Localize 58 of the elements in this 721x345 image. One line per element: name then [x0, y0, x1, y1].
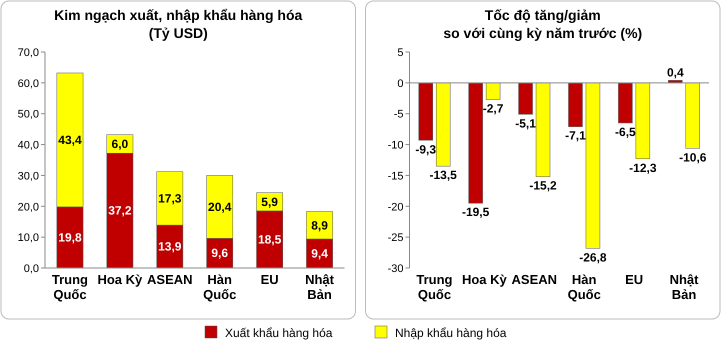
y-tick-label: -30	[388, 263, 404, 275]
y-tick-label: 10,0	[18, 232, 39, 244]
y-tick-label: -5	[394, 108, 404, 121]
y-tick-label: -25	[388, 232, 404, 244]
x-tick-label: Trung Quốc	[52, 272, 88, 302]
y-tick-label: 40,0	[18, 140, 39, 152]
data-label: 9,6	[211, 246, 228, 260]
data-label: -13,5	[430, 168, 458, 182]
chart-subtitle: so với cùng kỳ năm trước (%)	[443, 25, 642, 41]
chart-subtitle: (Tỷ USD)	[148, 25, 208, 41]
legend-label: Nhập khẩu hàng hóa	[395, 326, 507, 340]
chart-title: Tốc độ tăng/giảm	[484, 7, 601, 23]
y-tick-label: -10	[388, 140, 404, 152]
data-label: -10,6	[679, 150, 707, 164]
data-label: -5,1	[515, 116, 536, 130]
data-label: -6,5	[615, 124, 636, 139]
data-label: 9,4	[311, 246, 328, 260]
x-tick-label: Hoa Kỳ	[462, 272, 508, 287]
y-tick-label: 0,0	[24, 263, 39, 275]
data-label: 20,4	[208, 200, 232, 214]
x-tick-label: ASEAN	[512, 272, 558, 287]
y-tick-label: 60,0	[18, 78, 39, 90]
y-tick-label: -15	[388, 170, 404, 182]
data-label: -2,7	[482, 102, 504, 116]
y-tick-label: 70,0	[18, 47, 39, 59]
data-label: 17,3	[158, 191, 182, 206]
data-label: 6,0	[112, 136, 129, 151]
legend-label: Xuất khẩu hàng hóa	[225, 326, 333, 340]
data-label: 8,9	[311, 218, 328, 232]
y-tick-label: 5	[397, 47, 404, 59]
y-tick-label: -20	[388, 201, 404, 214]
data-label: 43,4	[58, 132, 82, 147]
data-label: -15,2	[529, 178, 558, 193]
data-label: 37,2	[108, 204, 132, 218]
x-tick-label: Hàn Quốc	[203, 272, 236, 302]
data-label: -19,5	[462, 205, 490, 220]
data-label: 13,9	[158, 240, 182, 254]
y-tick-label: 30,0	[18, 170, 39, 182]
chart-title: Kim ngạch xuất, nhập khẩu hàng hóa	[54, 7, 303, 23]
data-label: -26,8	[579, 250, 607, 264]
x-tick-label: EU	[260, 272, 279, 287]
data-label: -12,3	[629, 160, 657, 175]
data-label: 19,8	[58, 230, 82, 244]
data-label: -7,1	[565, 128, 586, 143]
data-label: 18,5	[258, 232, 282, 246]
x-tick-label: Nhật Bản	[305, 272, 335, 302]
x-tick-label: Nhật Bản	[670, 272, 700, 302]
data-label: -9,3	[415, 142, 436, 156]
data-label: 0,4	[666, 65, 684, 80]
x-tick-label: Hàn Quốc	[568, 272, 601, 302]
y-tick-label: 20,0	[18, 201, 39, 214]
x-tick-label: Trung Quốc	[416, 272, 453, 302]
x-tick-label: Hoa Kỳ	[97, 272, 144, 287]
data-label: 5,9	[261, 194, 278, 209]
y-tick-label: 0	[397, 78, 404, 90]
x-tick-label: EU	[625, 272, 644, 287]
y-tick-label: 50,0	[18, 108, 39, 121]
x-tick-label: ASEAN	[147, 272, 193, 287]
